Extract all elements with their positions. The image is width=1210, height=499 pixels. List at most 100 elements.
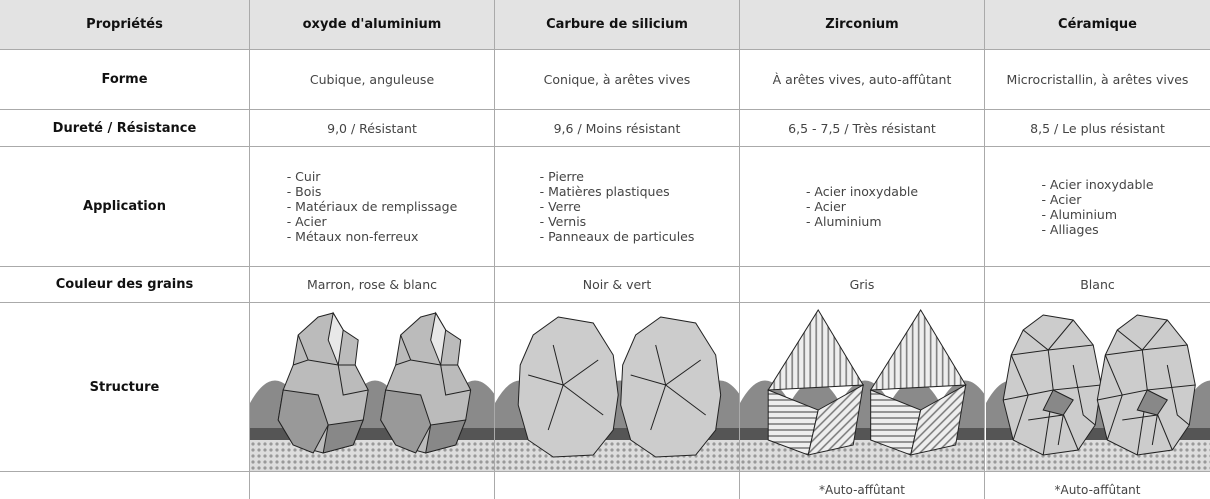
header-text: Propriétés [86,17,163,32]
table-cell: Cubique, anguleuse [250,50,495,110]
grain-part [517,316,619,458]
list: - Pierre - Matières plastiques - Verre - Ve… [540,169,695,244]
table-cell: À arêtes vives, auto-affûtant [740,50,985,110]
grain-part [665,384,706,416]
table-cell [250,303,495,472]
table-cell: - Acier inoxydable - Acier - Aluminium - Al… [985,147,1210,267]
note-cell [495,472,740,499]
list-item: - Vernis [539,214,587,229]
grain-part [1136,389,1168,416]
table-cell: Microcristallin, à arêtes vives [985,50,1210,110]
table-cell: Blanc [985,267,1210,303]
row-label-text: Couleur des grains [55,277,194,292]
list-item: - Métaux non-ferreux [286,229,419,244]
list-item: - Acier [1041,191,1082,207]
row-label-text: Application [83,199,166,214]
grain-part [562,384,604,416]
list-item: - Acier [805,199,846,214]
grain-illustration [985,314,1210,471]
grain-part [440,364,471,396]
list-item: - Bois [286,184,322,199]
header-text: Carbure de silicium [546,17,688,32]
table-cell [495,303,740,472]
grain-part [322,419,364,454]
cell-text: 8,5 / Le plus résistant [1030,120,1165,136]
grain [869,309,967,456]
footnote: *Auto-affûtant [818,483,905,497]
header-cell: Propriétés [0,0,250,50]
list: - Cuir - Bois - Matériaux de remplissage - … [287,169,458,244]
table-cell: - Pierre - Matières plastiques - Verre - Ve… [495,147,740,267]
grain-illustration [740,309,984,471]
grain-part [620,316,722,458]
table-cell: 9,6 / Moins résistant [495,110,740,147]
list-item: - Acier inoxydable [1041,176,1154,192]
cell-text: Conique, à arêtes vives [543,72,691,87]
grain [1096,314,1196,456]
list-item: - Aluminium [1041,206,1118,222]
table-cell: 9,0 / Résistant [250,110,495,147]
note-cell: *Auto-affûtant [985,472,1210,499]
list-item: - Matières plastiques [539,184,670,199]
header-text: Zirconium [825,17,899,32]
grain-part [869,309,967,391]
grain-part [277,389,329,454]
footnote: *Auto-affûtant [1054,483,1141,497]
cell-text: 9,0 / Résistant [327,120,417,136]
cell-text: À arêtes vives, auto-affûtant [772,72,952,87]
grain-part [1010,344,1093,356]
cell-text: Cubique, anguleuse [309,72,435,87]
list-item: - Acier [286,214,327,229]
cell-text: Marron, rose & blanc [306,277,438,292]
grain-part [1104,354,1123,441]
grain-part [655,344,667,386]
grain [517,316,619,458]
list-item: - Verre [539,199,581,214]
header-cell: Zirconium [740,0,985,50]
list-item: - Panneaux de particules [539,229,695,244]
grain-part [552,344,564,386]
grain-part [425,419,467,454]
note-cell: *Auto-affûtant [740,472,985,499]
table-cell: Noir & vert [495,267,740,303]
grain-part [665,359,701,386]
table-cell: 8,5 / Le plus résistant [985,110,1210,147]
row-label: Application [0,147,250,267]
grain-part [910,384,967,456]
list: - Acier inoxydable - Acier - Aluminium - Al… [1041,177,1153,237]
grain-part [1072,364,1096,426]
row-label-text: Dureté / Résistance [52,120,197,136]
note-cell [0,472,250,499]
grain [620,316,722,458]
cell-text: 6,5 - 7,5 / Très résistant [788,120,936,136]
grain-part [1166,364,1190,426]
list-item: - Aluminium [805,214,882,229]
grain-part [767,309,865,391]
list: - Acier inoxydable - Acier - Aluminium [806,184,918,229]
table-cell: - Acier inoxydable - Acier - Aluminium [740,147,985,267]
grain [277,311,369,454]
row-label: Forme [0,50,250,110]
row-label: Dureté / Résistance [0,110,250,147]
table-cell [985,303,1210,472]
cell-text: Gris [849,277,875,292]
table-cell: Gris [740,267,985,303]
grain [767,309,865,456]
grain [380,311,472,454]
header-cell: oxyde d'aluminium [250,0,495,50]
grain-part [807,384,864,456]
grain [1002,314,1102,456]
header-text: Céramique [1058,17,1137,32]
grain-illustration [495,316,739,471]
grain-part [380,389,432,454]
row-label: Couleur des grains [0,267,250,303]
list-item: - Matériaux de remplissage [286,199,458,214]
table-cell [740,303,985,472]
grain-part [337,364,369,396]
header-cell: Carbure de silicium [495,0,740,50]
grain-illustration [250,311,494,471]
table-cell: - Cuir - Bois - Matériaux de remplissage - … [250,147,495,267]
grain-part [1041,389,1074,416]
grain-part [562,359,599,386]
